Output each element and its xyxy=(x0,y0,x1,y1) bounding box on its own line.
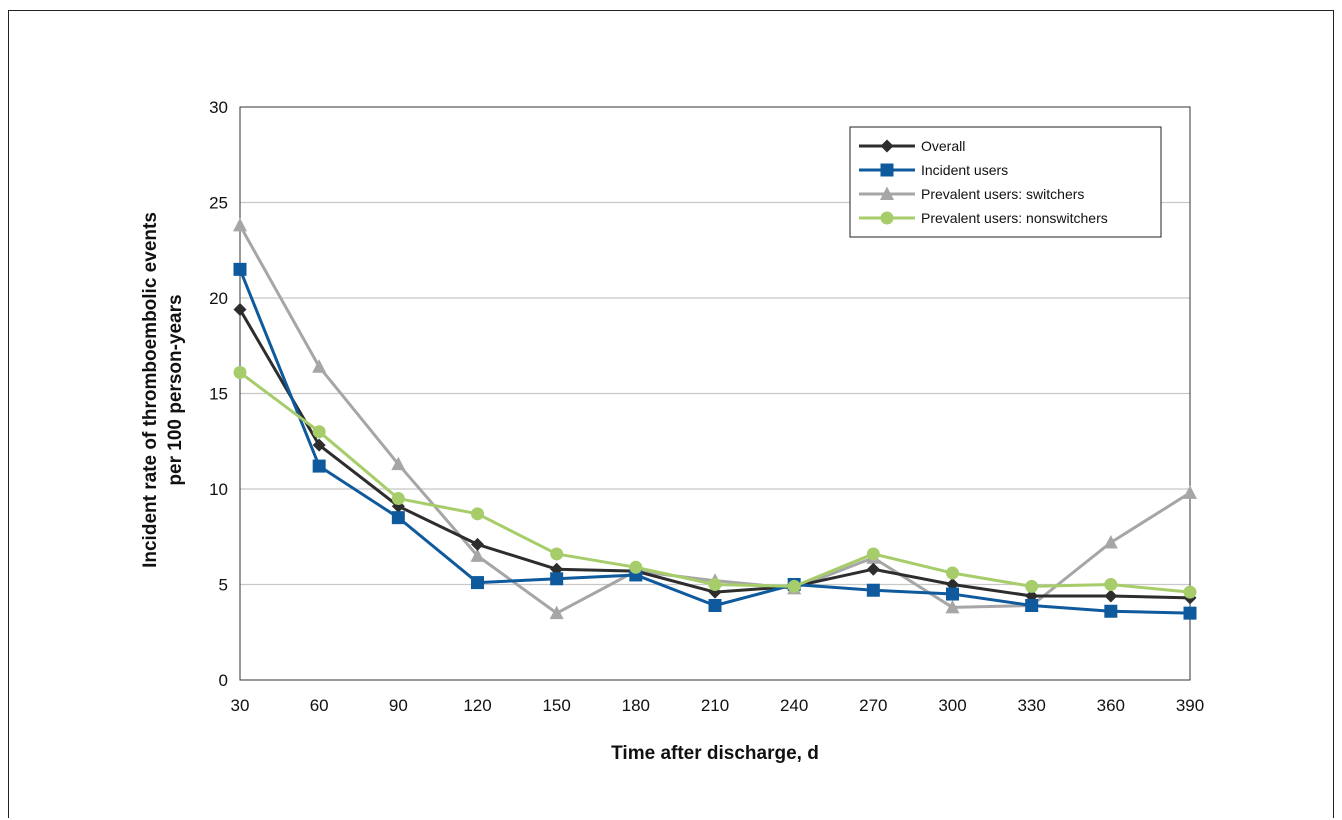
axis-ticks: 0 5 10 15 20 25 30 30 60 90 120 150 180 210 240 270 300 3… xyxy=(209,98,1204,715)
legend: Overall Incident users Prevalent users: sw… xyxy=(849,126,1162,238)
legend-label: Overall xyxy=(921,138,965,154)
plot-area xyxy=(239,106,1191,681)
y-tick-label: 25 xyxy=(209,194,228,213)
y-tick-label: 0 xyxy=(219,671,228,690)
data-point-circle xyxy=(708,578,722,591)
data-point-diamond xyxy=(880,139,894,153)
series-line xyxy=(239,371,1191,594)
x-tick-label: 360 xyxy=(1097,696,1125,715)
data-point-square xyxy=(550,572,564,586)
y-tick-label: 30 xyxy=(209,98,228,117)
series-prevalent-users-switchers xyxy=(233,217,1197,620)
data-point-triangle xyxy=(470,548,485,562)
data-point-triangle xyxy=(945,599,960,614)
data-point-circle xyxy=(1025,579,1039,593)
data-point-circle xyxy=(866,547,880,561)
x-tick-label: 300 xyxy=(938,696,966,715)
data-point-circle xyxy=(629,560,643,574)
legend-item: Overall xyxy=(859,138,965,154)
series-prevalent-users-nonswitchers xyxy=(233,365,1197,599)
series-line xyxy=(238,268,1191,615)
data-point-square xyxy=(1183,606,1197,620)
gridlines xyxy=(240,201,1190,586)
y-axis-title-line2: per 100 person-years xyxy=(165,294,186,485)
data-point-triangle xyxy=(233,217,247,232)
data-point-square xyxy=(708,599,722,613)
data-point-diamond xyxy=(1104,589,1118,603)
data-point-circle xyxy=(1183,585,1197,599)
data-point-circle xyxy=(880,211,894,225)
data-point-square xyxy=(866,583,880,597)
x-tick-label: 150 xyxy=(542,696,570,715)
data-point-circle xyxy=(1104,578,1118,591)
data-point-diamond xyxy=(312,438,326,452)
data-point-square xyxy=(1025,599,1039,613)
data-point-circle xyxy=(946,566,959,580)
y-tick-label: 10 xyxy=(209,480,228,499)
x-tick-label: 330 xyxy=(1017,696,1045,715)
data-point-square xyxy=(471,576,484,590)
x-tick-label: 30 xyxy=(231,696,250,715)
data-point-circle xyxy=(471,507,484,521)
legend-label: Prevalent users: switchers xyxy=(921,186,1084,202)
data-point-triangle xyxy=(391,456,406,471)
y-tick-label: 15 xyxy=(209,385,228,404)
data-point-square xyxy=(391,511,405,525)
y-tick-label: 20 xyxy=(209,289,228,308)
data-point-square xyxy=(1104,604,1118,618)
data-point-triangle xyxy=(549,605,564,620)
data-point-diamond xyxy=(233,302,247,316)
data-point-diamond xyxy=(471,537,484,551)
data-point-triangle xyxy=(312,359,327,373)
series-line xyxy=(238,224,1191,615)
x-tick-label: 390 xyxy=(1176,696,1204,715)
x-tick-label: 240 xyxy=(780,696,808,715)
legend-label: Prevalent users: nonswitchers xyxy=(921,210,1108,226)
x-tick-label: 210 xyxy=(701,696,729,715)
data-point-triangle xyxy=(880,186,894,200)
data-point-circle xyxy=(233,365,247,379)
legend-item: Incident users xyxy=(859,162,1008,178)
series-lines xyxy=(233,217,1197,620)
y-tick-label: 5 xyxy=(219,576,228,595)
y-axis-title-line1: Incident rate of thromboembolic events xyxy=(140,212,161,568)
data-point-triangle xyxy=(1103,534,1118,549)
x-tick-label: 270 xyxy=(859,696,887,715)
data-point-circle xyxy=(787,579,801,593)
x-tick-label: 60 xyxy=(310,696,329,715)
data-point-square xyxy=(312,459,326,473)
data-point-square xyxy=(233,262,247,276)
series-overall xyxy=(233,302,1197,605)
series-line xyxy=(238,308,1191,600)
data-point-square xyxy=(946,587,959,601)
data-point-diamond xyxy=(866,562,880,576)
x-tick-label: 120 xyxy=(463,696,491,715)
legend-item: Prevalent users: switchers xyxy=(859,186,1084,202)
x-tick-label: 180 xyxy=(622,696,650,715)
legend-label: Incident users xyxy=(921,162,1008,178)
x-tick-label: 90 xyxy=(389,696,408,715)
data-point-triangle xyxy=(1183,485,1197,499)
data-point-circle xyxy=(550,547,564,561)
data-point-square xyxy=(880,163,894,177)
legend-item: Prevalent users: nonswitchers xyxy=(859,210,1108,226)
x-axis-title: Time after discharge, d xyxy=(611,743,819,764)
chart-frame xyxy=(8,10,1334,818)
data-point-circle xyxy=(391,492,405,506)
data-point-circle xyxy=(312,425,326,439)
